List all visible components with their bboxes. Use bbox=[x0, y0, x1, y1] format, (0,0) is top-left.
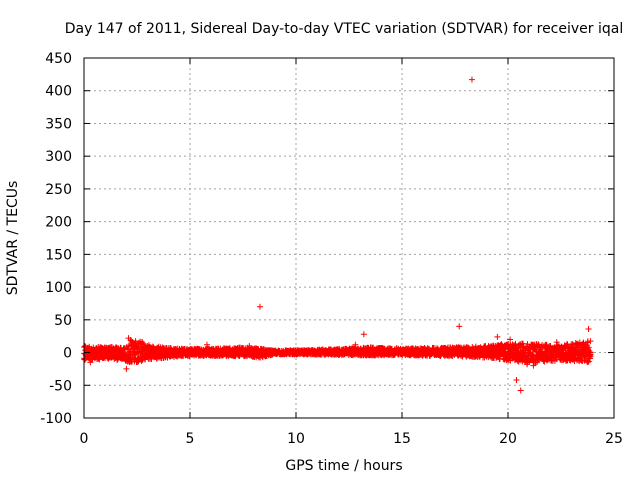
y-tick-label: 50 bbox=[54, 313, 72, 329]
y-tick-label: 150 bbox=[45, 247, 72, 263]
y-tick-label: 200 bbox=[45, 215, 72, 231]
x-tick-label: 25 bbox=[605, 431, 623, 447]
data-layer bbox=[81, 76, 594, 394]
data-point bbox=[584, 359, 591, 366]
outlier-point bbox=[468, 76, 475, 83]
outlier-point bbox=[507, 336, 514, 343]
x-tick-label: 15 bbox=[393, 431, 411, 447]
grid-layer bbox=[84, 58, 614, 418]
data-point bbox=[587, 338, 594, 345]
data-point bbox=[587, 349, 594, 356]
y-axis-label: SDTVAR / TECUs bbox=[5, 181, 21, 296]
data-point bbox=[138, 339, 145, 346]
outlier-point bbox=[203, 341, 210, 348]
y-tick-label: 450 bbox=[45, 51, 72, 67]
outlier-point bbox=[352, 341, 359, 348]
outlier-point bbox=[256, 303, 263, 310]
outlier-point bbox=[360, 331, 367, 338]
plot-frame bbox=[83, 57, 615, 419]
outlier-point bbox=[494, 333, 501, 340]
y-tick-label: 250 bbox=[45, 182, 72, 198]
y-tick-label: 300 bbox=[45, 149, 72, 165]
y-tick-label: 400 bbox=[45, 84, 72, 100]
x-axis-label: GPS time / hours bbox=[285, 458, 402, 474]
outlier-point bbox=[585, 325, 592, 332]
outlier-point bbox=[123, 365, 130, 372]
chart-title: Day 147 of 2011, Sidereal Day-to-day VTE… bbox=[65, 21, 623, 37]
data-point bbox=[138, 357, 145, 364]
y-tick-label: -100 bbox=[40, 411, 72, 427]
data-point bbox=[535, 341, 542, 348]
outlier-point bbox=[524, 361, 531, 368]
data-point bbox=[529, 351, 536, 358]
y-tick-label: -50 bbox=[49, 378, 72, 394]
data-point bbox=[585, 344, 592, 351]
data-point bbox=[505, 357, 512, 364]
outlier-point bbox=[246, 343, 253, 349]
outlier-point bbox=[553, 339, 560, 346]
outlier-point bbox=[87, 359, 94, 366]
data-point bbox=[140, 340, 147, 347]
y-tick-label: 350 bbox=[45, 116, 72, 132]
outlier-point bbox=[125, 335, 132, 342]
outlier-point bbox=[456, 323, 463, 330]
outlier-point bbox=[517, 387, 524, 394]
x-tick-label: 20 bbox=[499, 431, 517, 447]
y-tick-label: 100 bbox=[45, 280, 72, 296]
tick-layer: -100 -50 0 50 100 150 200 250 300 350 400 450 0 5 10 15… bbox=[40, 51, 623, 447]
outlier-point bbox=[513, 377, 520, 384]
data-point bbox=[463, 343, 470, 350]
x-tick-label: 5 bbox=[186, 431, 195, 447]
x-tick-label: 0 bbox=[80, 431, 89, 447]
outlier-point bbox=[530, 362, 537, 369]
y-tick-label: 0 bbox=[63, 346, 72, 362]
x-tick-label: 10 bbox=[287, 431, 305, 447]
